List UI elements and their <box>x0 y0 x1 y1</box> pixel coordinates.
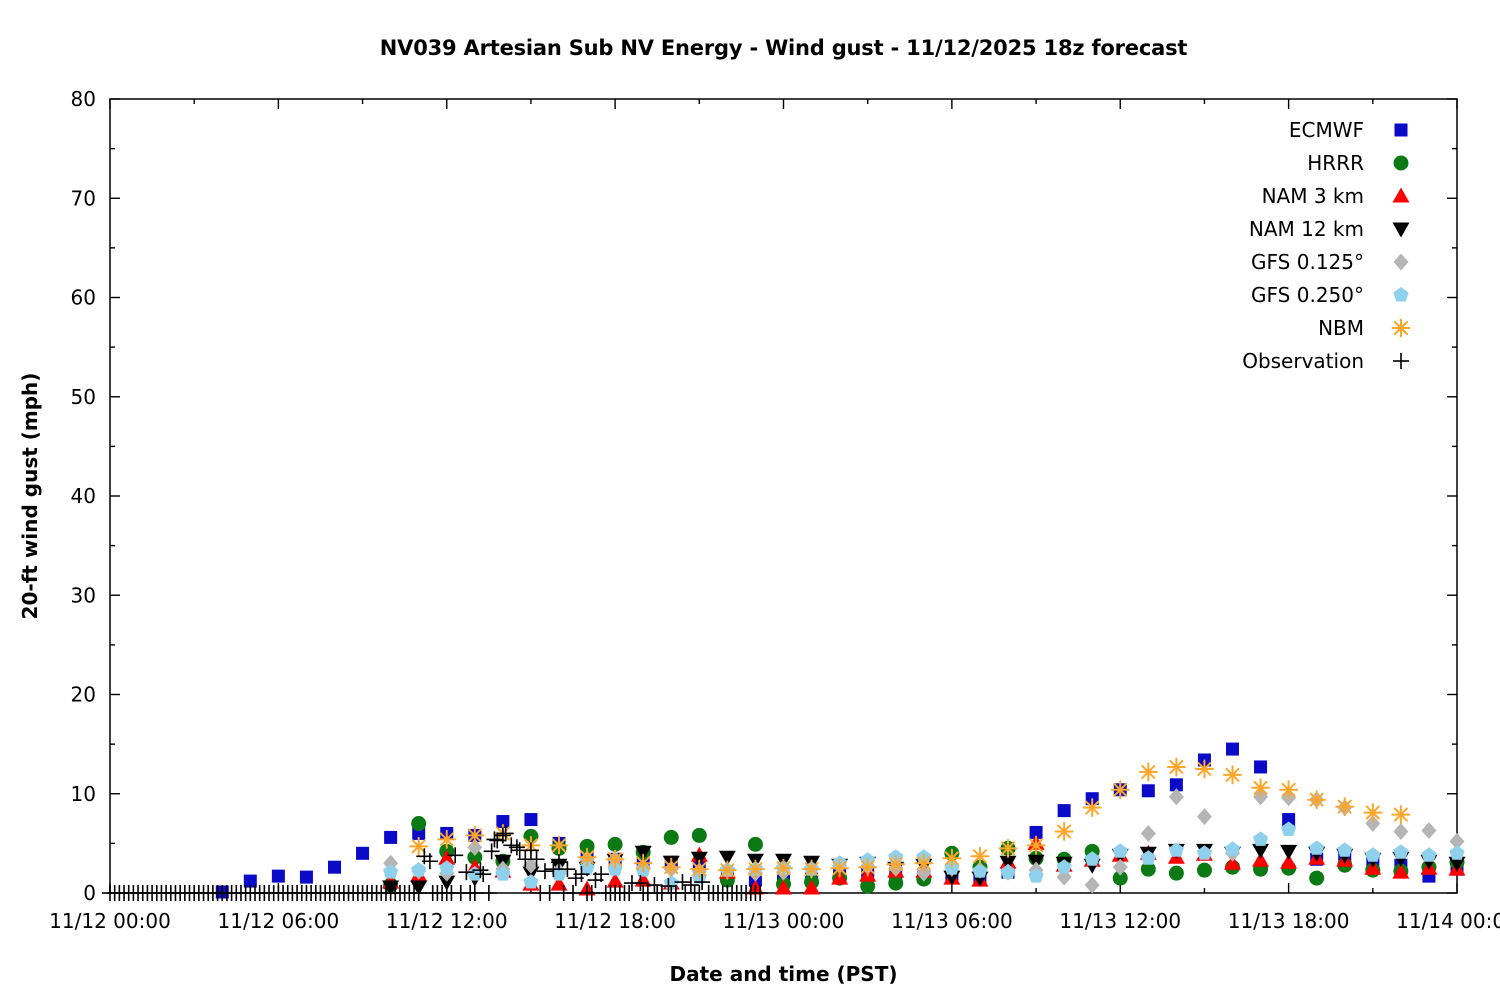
legend-label: GFS 0.250° <box>1251 282 1364 307</box>
legend-label: HRRR <box>1307 150 1364 175</box>
legend-label: ECMWF <box>1288 117 1364 142</box>
diamond-icon <box>1393 253 1409 270</box>
x-tick-label: 11/13 06:00 <box>891 909 1013 933</box>
legend-row-ecmwf: ECMWF <box>1242 113 1412 146</box>
legend-label: Observation <box>1242 348 1364 373</box>
y-tick-label: 10 <box>71 782 96 806</box>
y-tick-label: 60 <box>71 286 96 310</box>
y-tick-label: 80 <box>71 87 96 111</box>
y-tick-label: 70 <box>71 186 96 210</box>
y-tick-label: 20 <box>71 683 96 707</box>
legend-label: GFS 0.125° <box>1251 249 1364 274</box>
legend-row-nam-3-km: NAM 3 km <box>1242 179 1412 212</box>
legend-label: NAM 12 km <box>1248 216 1364 241</box>
y-tick-label: 40 <box>71 484 96 508</box>
legend-label: NBM <box>1318 315 1364 340</box>
legend-row-gfs-0-125-: GFS 0.125° <box>1242 245 1412 278</box>
x-tick-label: 11/13 12:00 <box>1059 909 1181 933</box>
pentagon-icon <box>1393 286 1409 301</box>
series-observation <box>102 825 769 901</box>
square-icon <box>1394 123 1408 136</box>
chart-legend: ECMWF HRRR NAM 3 km NAM 12 km GFS 0.125° GFS … <box>1242 113 1412 377</box>
y-tick-label: 0 <box>83 881 96 905</box>
x-tick-label: 11/13 00:00 <box>723 909 845 933</box>
triangle-up-icon <box>1392 187 1410 202</box>
x-tick-label: 11/12 18:00 <box>554 909 676 933</box>
legend-row-hrrr: HRRR <box>1242 146 1412 179</box>
x-tick-label: 11/12 06:00 <box>218 909 340 933</box>
series-nbm <box>409 757 1411 880</box>
plus-icon <box>1393 352 1409 369</box>
legend-row-gfs-0-250-: GFS 0.250° <box>1242 278 1412 311</box>
y-tick-label: 30 <box>71 583 96 607</box>
x-tick-label: 11/13 18:00 <box>1228 909 1350 933</box>
circle-icon <box>1393 155 1409 170</box>
y-axis-label: 20-ft wind gust (mph) <box>18 372 42 620</box>
y-tick-label: 50 <box>71 385 96 409</box>
chart-title: NV039 Artesian Sub NV Energy - Wind gust… <box>379 36 1188 60</box>
triangle-down-icon <box>1392 222 1410 237</box>
legend-row-nam-12-km: NAM 12 km <box>1242 212 1412 245</box>
x-axis-label: Date and time (PST) <box>669 962 898 986</box>
legend-row-nbm: NBM <box>1242 311 1412 344</box>
x-tick-label: 11/14 00:00 <box>1396 909 1500 933</box>
legend-row-observation: Observation <box>1242 344 1412 377</box>
legend-label: NAM 3 km <box>1261 183 1364 208</box>
star-icon <box>1391 318 1411 337</box>
x-tick-label: 11/12 00:00 <box>49 909 171 933</box>
x-tick-label: 11/12 12:00 <box>386 909 508 933</box>
